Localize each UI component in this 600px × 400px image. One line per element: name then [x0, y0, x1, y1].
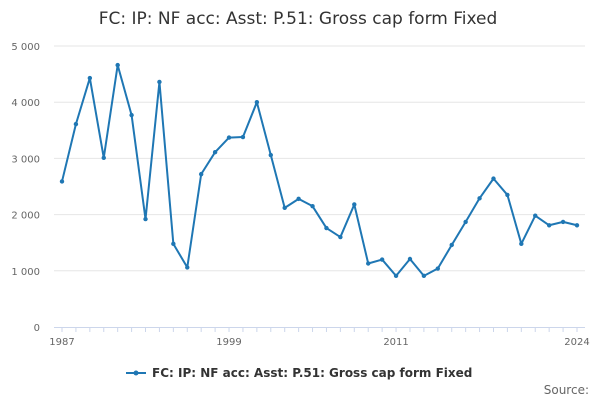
data-point[interactable] — [212, 150, 218, 155]
data-point[interactable] — [407, 256, 413, 262]
data-point[interactable] — [533, 213, 538, 218]
source-label: Source: — [544, 383, 589, 397]
data-point[interactable] — [101, 155, 106, 161]
chart-title: FC: IP: NF acc: Asst: P.51: Gross cap fo… — [99, 9, 498, 29]
data-point[interactable] — [338, 234, 343, 240]
y-tick-label: 1 000 — [11, 267, 40, 278]
data-point[interactable] — [59, 179, 65, 184]
data-point[interactable] — [240, 134, 246, 140]
y-axis-ticks: 0 1 000 2 000 3 000 4 000 5 000 — [11, 42, 40, 334]
legend-label: FC: IP: NF acc: Asst: P.51: Gross cap fo… — [152, 366, 472, 380]
data-point[interactable] — [477, 196, 482, 201]
data-point[interactable] — [379, 257, 385, 262]
data-point[interactable] — [226, 135, 232, 140]
x-axis-ticks: 1987 1999 2011 2024 — [49, 327, 590, 348]
data-point[interactable] — [171, 241, 176, 247]
data-point[interactable] — [129, 112, 134, 118]
x-tick-label: 2011 — [383, 337, 408, 348]
data-point[interactable] — [143, 216, 148, 222]
data-point[interactable] — [296, 196, 301, 202]
data-point[interactable] — [87, 75, 93, 81]
data-point[interactable] — [491, 176, 496, 181]
data-point[interactable] — [435, 266, 441, 271]
y-tick-label: 0 — [34, 323, 40, 334]
data-point[interactable] — [254, 100, 260, 105]
data-point[interactable] — [324, 225, 329, 231]
data-point[interactable] — [185, 265, 190, 270]
legend-marker-symbol — [133, 370, 139, 376]
data-point[interactable] — [73, 121, 79, 127]
data-point[interactable] — [268, 152, 273, 158]
x-tick-label: 1999 — [216, 337, 241, 348]
data-point[interactable] — [198, 171, 204, 177]
data-point[interactable] — [519, 241, 524, 247]
data-point[interactable] — [366, 261, 371, 266]
data-point[interactable] — [574, 223, 580, 228]
data-point[interactable] — [157, 79, 162, 85]
data-point[interactable] — [282, 205, 287, 211]
series-line — [61, 64, 578, 277]
data-point[interactable] — [421, 273, 427, 279]
legend[interactable]: FC: IP: NF acc: Asst: P.51: Gross cap fo… — [126, 366, 472, 380]
data-point[interactable] — [449, 242, 454, 248]
data-point[interactable] — [505, 192, 510, 198]
gridlines — [54, 45, 585, 272]
series-group — [59, 62, 580, 279]
data-point[interactable] — [352, 202, 357, 207]
x-tick-label: 1987 — [49, 337, 74, 348]
y-tick-label: 5 000 — [11, 42, 40, 53]
x-tick-label: 2024 — [564, 337, 589, 348]
y-tick-label: 4 000 — [11, 98, 40, 109]
data-point[interactable] — [393, 273, 399, 279]
y-tick-label: 3 000 — [11, 154, 40, 165]
data-point[interactable] — [463, 219, 468, 225]
data-point[interactable] — [310, 203, 315, 209]
data-point[interactable] — [560, 219, 566, 225]
data-point[interactable] — [546, 223, 552, 228]
y-tick-label: 2 000 — [11, 211, 40, 222]
data-point[interactable] — [115, 62, 120, 68]
